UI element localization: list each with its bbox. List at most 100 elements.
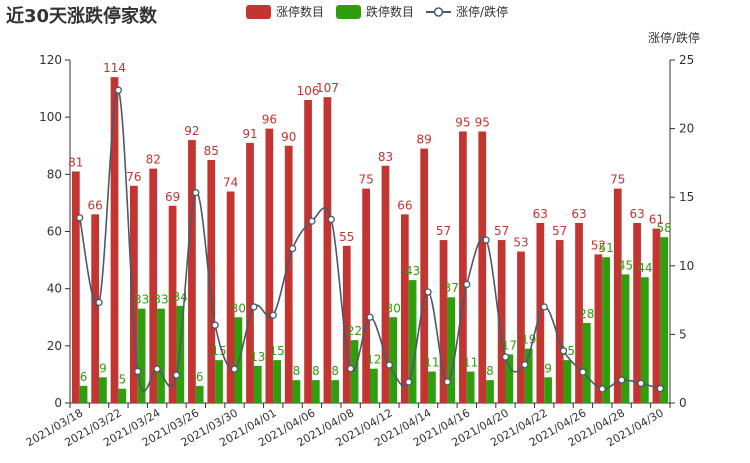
- bar-limit-down: [253, 365, 262, 403]
- data-label-limit-down: 6: [80, 370, 88, 384]
- data-label-limit-up: 95: [455, 115, 470, 129]
- data-label-limit-up: 85: [204, 144, 219, 158]
- point-ratio: [95, 298, 103, 307]
- bar-limit-down: [621, 274, 630, 403]
- data-label-limit-down: 8: [486, 364, 494, 378]
- data-label-limit-down: 5: [118, 373, 126, 387]
- bar-limit-up: [594, 254, 603, 403]
- bar-limit-up: [265, 128, 274, 403]
- data-label-limit-up: 76: [126, 170, 141, 184]
- bar-limit-up: [207, 160, 216, 403]
- point-ratio: [656, 384, 664, 393]
- data-label-limit-up: 75: [358, 173, 373, 187]
- bar-limit-up: [613, 188, 622, 403]
- y-left-tick-label: 0: [54, 396, 62, 410]
- bar-limit-down: [292, 380, 301, 403]
- legend-item-limit-up[interactable]: 涨停数目: [246, 3, 324, 20]
- data-label-limit-down: 33: [134, 293, 149, 307]
- legend-label-limit-up: 涨停数目: [276, 5, 325, 19]
- bar-limit-down: [176, 305, 185, 403]
- bar-limit-up: [633, 222, 641, 403]
- data-label-limit-up: 57: [436, 224, 451, 238]
- data-label-limit-up: 66: [397, 198, 412, 212]
- point-ratio: [521, 361, 529, 369]
- point-ratio: [230, 365, 239, 373]
- bar-limit-down: [195, 385, 204, 403]
- point-ratio: [424, 288, 432, 296]
- bar-limit-down: [408, 280, 417, 403]
- data-label-limit-down: 9: [99, 361, 107, 375]
- bar-limit-down: [215, 360, 223, 403]
- data-label-limit-down: 43: [405, 264, 420, 278]
- data-label-limit-up: 69: [165, 190, 180, 204]
- bar-limit-up: [459, 131, 467, 404]
- point-ratio: [637, 379, 645, 388]
- point-ratio: [559, 347, 568, 355]
- y-left-tick-label: 20: [47, 339, 62, 353]
- bar-limit-up: [497, 240, 506, 403]
- data-label-limit-down: 30: [231, 301, 246, 315]
- point-ratio: [76, 214, 84, 222]
- legend-item-limit-down[interactable]: 跌停数目: [336, 3, 414, 20]
- bar-limit-down: [79, 385, 88, 403]
- legend-swatch-limit-down: [336, 4, 362, 19]
- data-label-limit-up: 75: [610, 173, 625, 187]
- legend-label-ratio: 涨停/跌停: [456, 5, 509, 19]
- data-label-limit-up: 95: [475, 115, 490, 129]
- data-label-limit-down: 11: [424, 356, 439, 370]
- bar-limit-down: [505, 354, 514, 403]
- bar-limit-up: [304, 100, 312, 404]
- data-label-limit-up: 114: [103, 61, 126, 75]
- point-ratio: [114, 86, 123, 94]
- bar-limit-up: [284, 145, 293, 403]
- point-ratio: [327, 215, 335, 224]
- data-label-limit-up: 90: [281, 130, 296, 144]
- data-label-limit-down: 8: [312, 364, 320, 378]
- data-label-limit-down: 44: [637, 261, 652, 275]
- bar-limit-up: [246, 142, 254, 403]
- point-ratio: [308, 217, 316, 225]
- bar-limit-down: [447, 297, 456, 403]
- point-ratio: [617, 376, 626, 384]
- data-label-limit-down: 22: [347, 324, 362, 338]
- point-ratio: [385, 361, 394, 369]
- bar-limit-up: [420, 148, 429, 403]
- data-label-limit-up: 52: [591, 238, 606, 252]
- data-label-limit-up: 96: [262, 113, 277, 127]
- data-label-limit-up: 82: [146, 153, 161, 167]
- bar-limit-up: [555, 240, 564, 403]
- bar-limit-up: [652, 228, 661, 403]
- data-label-limit-down: 30: [386, 301, 401, 315]
- point-ratio: [269, 311, 277, 319]
- data-label-limit-up: 55: [339, 230, 354, 244]
- data-label-limit-up: 57: [494, 224, 509, 238]
- data-label-limit-down: 51: [598, 241, 613, 255]
- y-right-tick-label: 20: [679, 122, 694, 136]
- data-label-limit-up: 92: [184, 124, 199, 138]
- data-label-limit-up: 89: [417, 133, 432, 147]
- bar-limit-up: [149, 168, 158, 403]
- data-label-limit-up: 63: [571, 207, 586, 221]
- data-label-limit-down: 33: [153, 293, 168, 307]
- bar-limit-down: [389, 317, 398, 403]
- legend-item-ratio[interactable]: 涨停/跌停: [426, 3, 508, 20]
- point-ratio: [579, 368, 587, 376]
- bar-limit-up: [188, 140, 196, 404]
- bar-limit-up: [168, 205, 177, 403]
- data-label-limit-down: 17: [502, 338, 517, 352]
- bar-limit-up: [575, 222, 583, 403]
- point-ratio: [211, 321, 219, 329]
- bar-limit-down: [582, 322, 591, 403]
- data-label-limit-up: 66: [88, 198, 103, 212]
- bar-limit-up: [517, 251, 525, 403]
- bar-limit-up: [478, 131, 487, 404]
- data-label-limit-down: 45: [618, 258, 633, 272]
- bar-limit-down: [544, 377, 552, 403]
- legend-swatch-ratio: [426, 6, 452, 17]
- bar-limit-up: [400, 214, 409, 403]
- point-ratio: [366, 313, 374, 321]
- bar-limit-up: [226, 191, 235, 403]
- point-ratio: [463, 280, 471, 289]
- data-label-limit-up: 81: [68, 155, 83, 169]
